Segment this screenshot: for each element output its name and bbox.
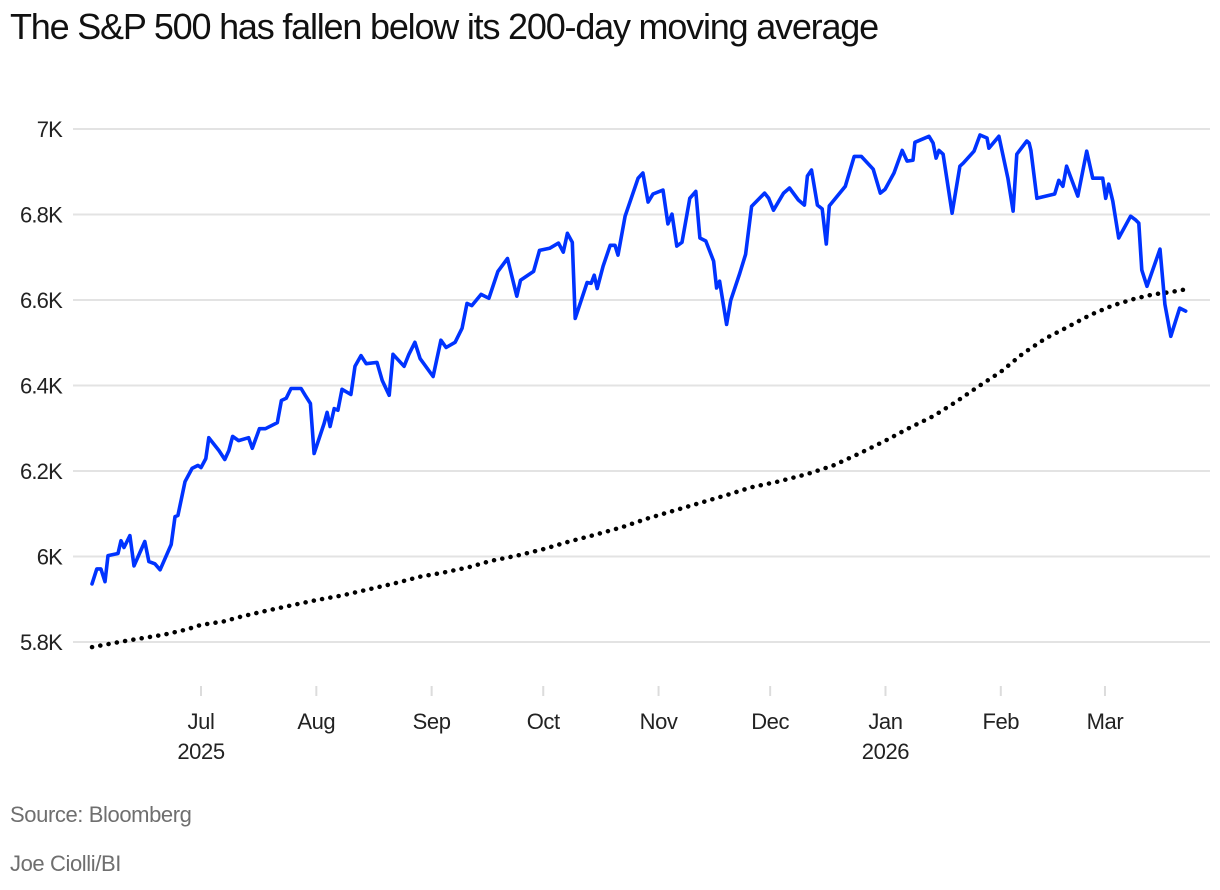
y-tick-label: 6.4K [20, 374, 63, 399]
source-note: Source: Bloomberg [10, 802, 192, 827]
x-tick-label: Aug [297, 709, 335, 734]
y-tick-label: 6K [37, 545, 63, 570]
x-axis-ticks: Jul 2025 Aug Sep Oct Nov Dec Jan 2026 Feb Mar [177, 686, 1124, 764]
x-tick-label: Mar [1087, 709, 1124, 734]
x-tick-label: Oct [527, 709, 560, 734]
y-tick-label: 6.6K [20, 288, 63, 313]
y-tick-label: 7K [37, 117, 63, 142]
credit-note: Joe Ciolli/BI [10, 851, 121, 876]
y-tick-label: 5.8K [20, 630, 63, 655]
x-tick-label: Feb [982, 709, 1019, 734]
y-tick-label: 6.8K [20, 203, 63, 228]
y-tick-label: 6.2K [20, 459, 63, 484]
x-tick-year-label: 2025 [177, 739, 225, 764]
x-tick-label: Dec [751, 709, 789, 734]
series-layer [89, 133, 1188, 650]
series-line-sp500 [90, 133, 1188, 586]
x-tick-year-label: 2026 [862, 739, 910, 764]
x-tick-label: Sep [413, 709, 451, 734]
x-tick-label: Jul [188, 709, 215, 734]
x-tick-label: Jan [868, 709, 902, 734]
y-axis-ticks: 5.8K 6K 6.2K 6.4K 6.6K 6.8K 7K [20, 117, 64, 655]
x-tick-label: Nov [640, 709, 678, 734]
gridlines [73, 128, 1210, 643]
chart-title: The S&P 500 has fallen below its 200-day… [10, 6, 879, 47]
series-line-200-day-moving-average [89, 287, 1188, 650]
